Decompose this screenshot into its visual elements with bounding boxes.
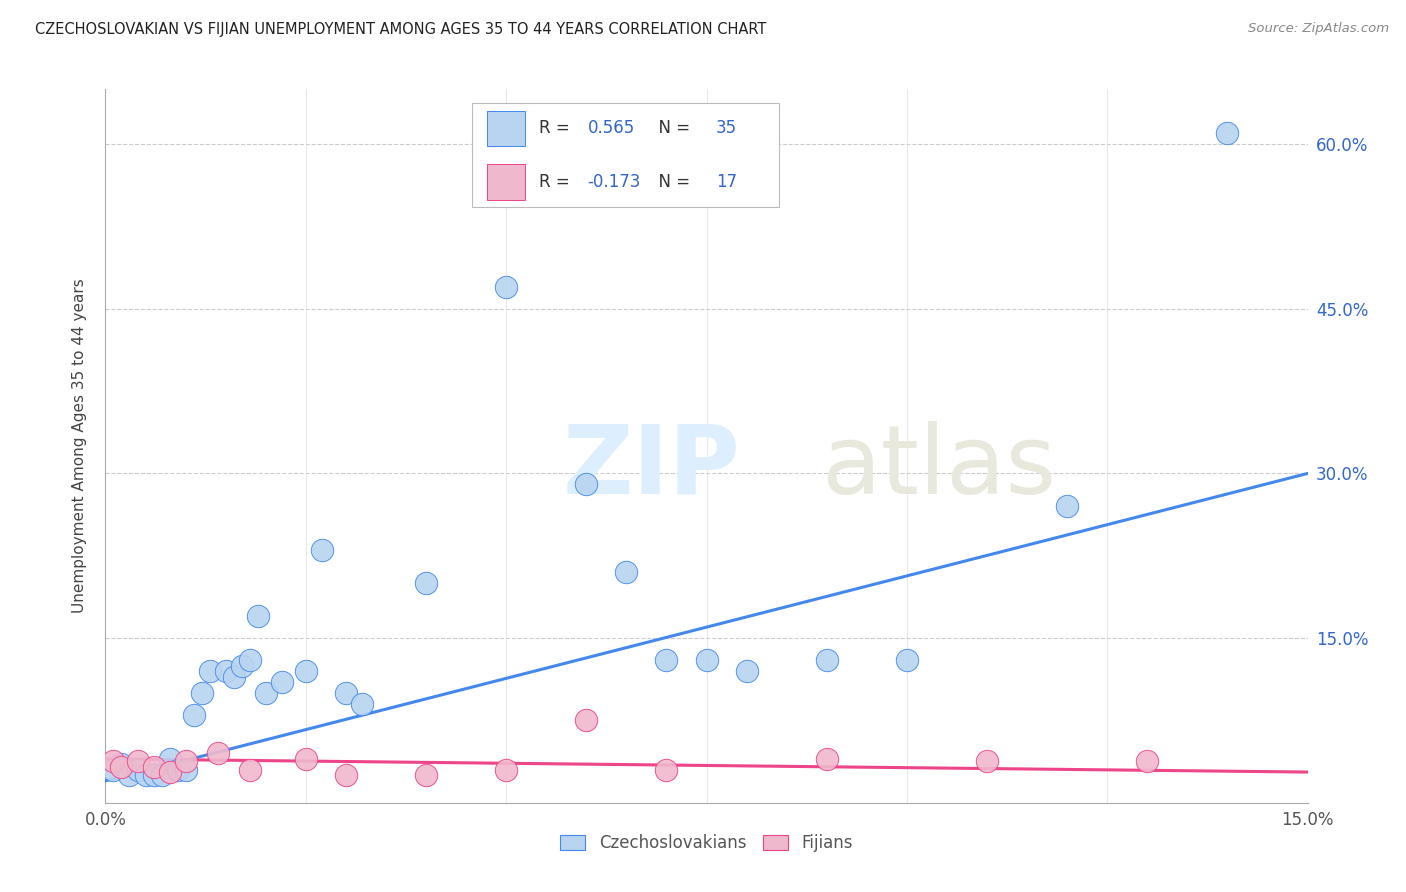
Text: R =: R = [540,120,575,137]
Text: ZIP: ZIP [562,421,740,514]
Text: atlas: atlas [821,421,1056,514]
Bar [486,111,524,146]
Point [896,653,918,667]
Y-axis label: Unemployment Among Ages 35 to 44 years: Unemployment Among Ages 35 to 44 years [72,278,87,614]
Text: CZECHOSLOVAKIAN VS FIJIAN UNEMPLOYMENT AMONG AGES 35 TO 44 YEARS CORRELATION CHA: CZECHOSLOVAKIAN VS FIJIAN UNEMPLOYMENT A… [35,22,766,37]
Point [174,754,197,768]
Point [159,752,181,766]
Point [110,757,132,772]
Point [190,686,212,700]
Point [655,763,678,777]
Point [110,759,132,773]
Point [135,768,157,782]
Text: N =: N = [648,173,695,191]
Point [1056,500,1078,514]
Point [335,768,357,782]
Point [270,675,292,690]
Point [815,653,838,667]
Point [655,653,678,667]
Point [735,664,758,678]
Point [976,754,998,768]
Point [127,754,149,768]
Point [311,543,333,558]
Point [415,576,437,591]
Point [1216,126,1239,140]
Point [174,763,197,777]
Point [103,754,125,768]
Text: -0.173: -0.173 [588,173,641,191]
Legend: Czechoslovakians, Fijians: Czechoslovakians, Fijians [554,828,859,859]
FancyBboxPatch shape [472,103,779,207]
Point [231,658,253,673]
Bar [486,164,524,200]
Point [207,747,229,761]
Point [198,664,221,678]
Point [495,763,517,777]
Point [254,686,277,700]
Point [350,697,373,711]
Point [142,768,165,782]
Text: N =: N = [648,120,695,137]
Point [335,686,357,700]
Point [239,763,262,777]
Point [214,664,236,678]
Point [295,752,318,766]
Point [103,763,125,777]
Point [222,669,245,683]
Point [696,653,718,667]
Point [415,768,437,782]
Point [150,768,173,782]
Text: R =: R = [540,173,575,191]
Point [575,714,598,728]
Point [118,768,141,782]
Point [159,765,181,780]
Point [183,708,205,723]
Text: Source: ZipAtlas.com: Source: ZipAtlas.com [1249,22,1389,36]
Point [815,752,838,766]
Point [239,653,262,667]
Point [495,280,517,294]
Point [616,566,638,580]
Point [142,759,165,773]
Point [166,763,188,777]
Text: 17: 17 [716,173,737,191]
Point [1136,754,1159,768]
Text: 0.565: 0.565 [588,120,634,137]
Point [575,477,598,491]
Point [246,609,269,624]
Text: 35: 35 [716,120,737,137]
Point [127,763,149,777]
Point [295,664,318,678]
